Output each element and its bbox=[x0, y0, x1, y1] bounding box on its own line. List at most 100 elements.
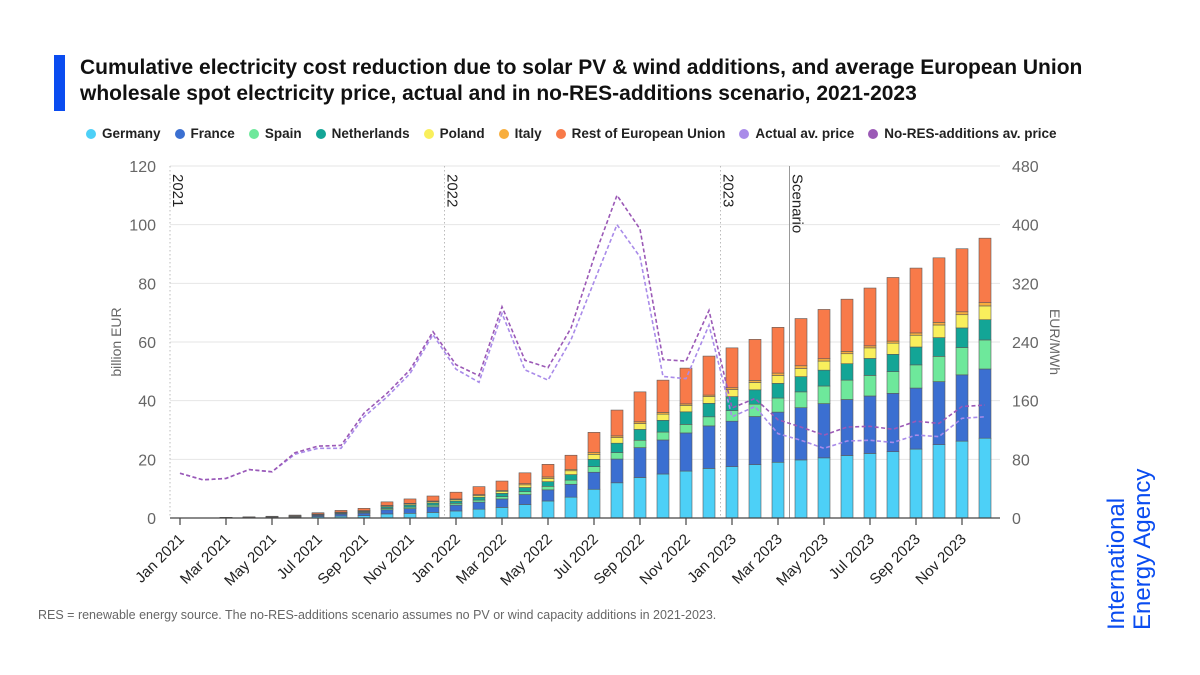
bar-segment bbox=[564, 479, 578, 485]
bar-segment bbox=[909, 267, 923, 334]
bar-segment bbox=[909, 346, 923, 366]
bar-segment bbox=[978, 237, 992, 303]
bar-segment bbox=[725, 466, 739, 519]
bar-segment bbox=[702, 468, 716, 519]
bar-segment bbox=[909, 387, 923, 450]
bar-segment bbox=[955, 347, 969, 376]
y-tick-label: 0 bbox=[147, 511, 156, 528]
bar-segment bbox=[380, 513, 394, 519]
bar-segment bbox=[886, 342, 900, 355]
legend-item[interactable]: Netherlands bbox=[315, 126, 410, 141]
y-tick-label: 100 bbox=[129, 218, 156, 235]
bar-segment bbox=[587, 454, 601, 460]
logo-line2: Energy Agency bbox=[1129, 469, 1156, 630]
legend-label: Netherlands bbox=[331, 126, 410, 141]
bar-segment bbox=[541, 478, 555, 482]
bar-stack bbox=[794, 318, 808, 519]
legend-dot-icon bbox=[498, 128, 509, 139]
bar-segment bbox=[702, 403, 716, 418]
bar-segment bbox=[679, 367, 693, 405]
bar-segment bbox=[472, 508, 486, 519]
legend-label: No-RES-additions av. price bbox=[884, 126, 1057, 141]
legend-item[interactable]: France bbox=[174, 126, 235, 141]
bar-stack bbox=[978, 237, 992, 519]
bar-segment bbox=[725, 420, 739, 467]
bar-stack bbox=[748, 339, 762, 519]
bar-segment bbox=[955, 440, 969, 519]
bar-segment bbox=[771, 327, 785, 374]
legend-dot-icon bbox=[174, 128, 185, 139]
bar-segment bbox=[656, 420, 670, 433]
legend-dot-icon bbox=[868, 128, 879, 139]
bar-segment bbox=[817, 358, 831, 362]
bar-segment bbox=[748, 380, 762, 383]
bar-segment bbox=[495, 480, 509, 491]
bar-segment bbox=[863, 395, 877, 454]
bar-segment bbox=[840, 351, 854, 355]
bar-stack bbox=[817, 309, 831, 519]
bar-segment bbox=[311, 512, 325, 515]
bar-segment bbox=[426, 512, 440, 519]
y-tick-label: 120 bbox=[129, 159, 156, 176]
bar-segment bbox=[932, 444, 946, 519]
bar-segment bbox=[587, 471, 601, 490]
bar-stack bbox=[541, 464, 555, 519]
bar-segment bbox=[978, 305, 992, 321]
legend-item[interactable]: Germany bbox=[86, 126, 161, 141]
title-accent-bar bbox=[54, 55, 65, 111]
bar-segment bbox=[679, 470, 693, 519]
bar-segment bbox=[932, 337, 946, 357]
bar-segment bbox=[978, 302, 992, 307]
bar-segment bbox=[495, 493, 509, 497]
y2-tick-label: 480 bbox=[1012, 159, 1039, 176]
bar-segment bbox=[288, 514, 302, 517]
bar-segment bbox=[932, 356, 946, 382]
legend-item[interactable]: Rest of European Union bbox=[555, 126, 725, 141]
bar-segment bbox=[840, 363, 854, 381]
price-line bbox=[179, 223, 986, 481]
bar-segment bbox=[932, 257, 946, 323]
bar-segment bbox=[955, 311, 969, 316]
footnote: RES = renewable energy source. The no-RE… bbox=[38, 608, 717, 622]
legend-item[interactable]: No-RES-additions av. price bbox=[868, 126, 1056, 141]
legend-item[interactable]: Spain bbox=[248, 126, 302, 141]
bar-stack bbox=[518, 472, 532, 519]
y-axis-label: billion EUR bbox=[108, 307, 124, 376]
bar-segment bbox=[909, 334, 923, 348]
bar-stack bbox=[702, 355, 716, 519]
bar-stack bbox=[932, 257, 946, 519]
bar-segment bbox=[449, 510, 463, 519]
bar-segment bbox=[564, 474, 578, 481]
bar-segment bbox=[357, 512, 371, 516]
bar-segment bbox=[357, 508, 371, 511]
bar-segment bbox=[587, 488, 601, 519]
bar-segment bbox=[518, 504, 532, 519]
bar-segment bbox=[587, 459, 601, 467]
x-tick-label: Nov 2023 bbox=[912, 531, 969, 588]
legend-item[interactable]: Actual av. price bbox=[739, 126, 854, 141]
bar-segment bbox=[794, 391, 808, 409]
bar-segment bbox=[886, 277, 900, 342]
bar-segment bbox=[518, 484, 532, 488]
bar-segment bbox=[702, 425, 716, 469]
legend-dot-icon bbox=[555, 128, 566, 139]
bar-segment bbox=[794, 365, 808, 369]
legend-item[interactable]: Italy bbox=[498, 126, 542, 141]
y-tick-label: 60 bbox=[138, 335, 156, 352]
bar-segment bbox=[840, 353, 854, 365]
legend-label: Spain bbox=[264, 126, 302, 141]
bar-segment bbox=[978, 319, 992, 341]
bar-segment bbox=[610, 482, 624, 519]
bar-segment bbox=[564, 454, 578, 470]
bar-segment bbox=[403, 513, 417, 519]
y-tick-label: 20 bbox=[138, 452, 156, 469]
legend-dot-icon bbox=[739, 128, 750, 139]
bar-segment bbox=[955, 327, 969, 348]
bar-segment bbox=[472, 501, 486, 510]
legend-dot-icon bbox=[248, 128, 259, 139]
legend-item[interactable]: Poland bbox=[423, 126, 485, 141]
y2-axis-label: EUR/MWh bbox=[1047, 309, 1063, 375]
bar-stack bbox=[403, 498, 417, 519]
bar-stack bbox=[288, 514, 302, 519]
